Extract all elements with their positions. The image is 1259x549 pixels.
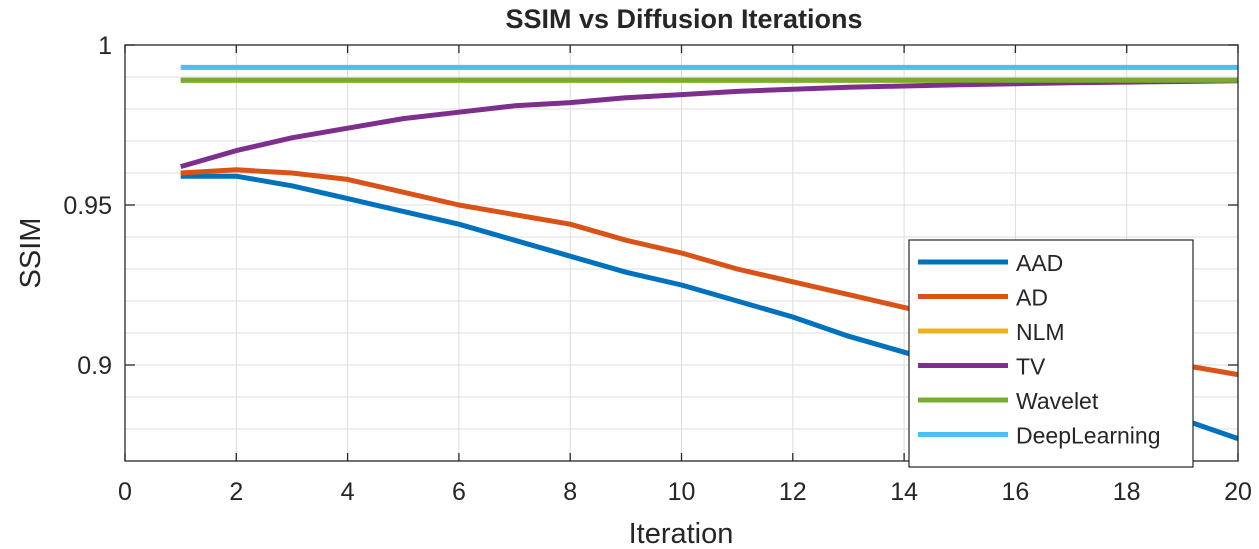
x-tick-label: 16 <box>1001 478 1029 506</box>
y-tick-label: 0.9 <box>77 352 112 380</box>
x-tick-label: 6 <box>452 478 466 506</box>
chart-title: SSIM vs Diffusion Iterations <box>505 4 862 34</box>
x-axis-label: Iteration <box>629 518 734 549</box>
x-tick-label: 18 <box>1113 478 1141 506</box>
y-axis-label: SSIM <box>15 218 47 289</box>
legend-entry-label: NLM <box>1016 319 1065 345</box>
legend-entry-label: Wavelet <box>1016 388 1099 414</box>
x-tick-label: 0 <box>118 478 132 506</box>
legend-entry-label: DeepLearning <box>1016 423 1161 449</box>
legend-entry-label: AD <box>1016 285 1048 311</box>
legend-entry-label: AAD <box>1016 250 1063 276</box>
x-tick-label: 10 <box>668 478 696 506</box>
legend-entry-label: TV <box>1016 354 1046 380</box>
x-tick-label: 2 <box>229 478 243 506</box>
legend: AAD AD NLM TV Wavelet DeepLearning <box>908 239 1194 468</box>
x-tick-label: 12 <box>779 478 807 506</box>
axis-ticks: 0 2 4 6 8 10 12 14 16 18 20 0.9 0.95 1 <box>63 32 1252 506</box>
x-tick-label: 14 <box>890 478 918 506</box>
legend-box <box>908 239 1194 468</box>
x-tick-label: 4 <box>341 478 355 506</box>
y-tick-label: 1 <box>98 32 112 60</box>
x-tick-label: 8 <box>563 478 577 506</box>
y-tick-label: 0.95 <box>63 192 112 220</box>
series-line-tv <box>180 78 1239 170</box>
x-tick-label: 20 <box>1224 478 1252 506</box>
